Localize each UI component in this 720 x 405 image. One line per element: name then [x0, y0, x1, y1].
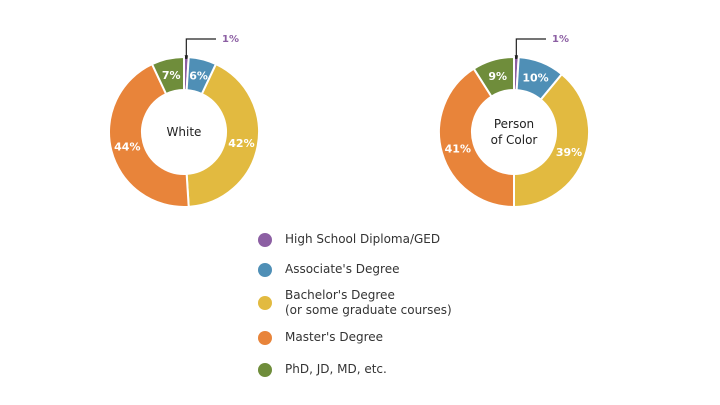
data-label: 1% — [552, 34, 569, 45]
legend-item-high-school: High School Diploma/GED — [258, 232, 452, 262]
callout-line — [185, 38, 216, 58]
legend-swatch — [258, 233, 272, 247]
center-label: of Color — [491, 133, 538, 147]
donut-slice — [108, 62, 190, 208]
data-label: 44% — [114, 141, 140, 154]
legend-label: PhD, JD, MD, etc. — [285, 362, 387, 376]
donut-slice — [513, 72, 590, 209]
center-label: Person — [494, 117, 534, 131]
donut-slice — [150, 55, 185, 96]
data-label: 6% — [189, 69, 208, 82]
data-label: 10% — [522, 72, 548, 85]
data-label: 1% — [222, 34, 239, 45]
legend-item-phd: PhD, JD, MD, etc. — [258, 362, 452, 377]
donut-slice — [438, 67, 515, 209]
donut-slice — [472, 55, 515, 98]
legend-label: High School Diploma/GED — [285, 232, 441, 246]
legend-item-master: Master's Degree — [258, 330, 452, 362]
legend-swatch — [258, 331, 272, 345]
legend-label: Master's Degree — [285, 330, 384, 344]
legend-label: Associate's Degree — [285, 262, 400, 276]
legend-swatch — [258, 263, 272, 277]
data-label: 42% — [228, 137, 254, 150]
data-label: 7% — [162, 69, 181, 82]
donut-slice — [185, 62, 260, 208]
callout-line — [515, 38, 546, 58]
center-label: White — [167, 125, 202, 139]
legend-item-associate: Associate's Degree — [258, 262, 452, 290]
data-label: 41% — [445, 142, 471, 155]
data-label: 9% — [488, 70, 507, 83]
data-label: 39% — [556, 146, 582, 159]
legend-label: Bachelor's Degree (or some graduate cour… — [285, 288, 452, 317]
legend-swatch — [258, 363, 272, 377]
legend-swatch — [258, 296, 272, 310]
legend-item-bachelor: Bachelor's Degree (or some graduate cour… — [258, 288, 452, 330]
legend: High School Diploma/GED Associate's Degr… — [258, 228, 452, 377]
